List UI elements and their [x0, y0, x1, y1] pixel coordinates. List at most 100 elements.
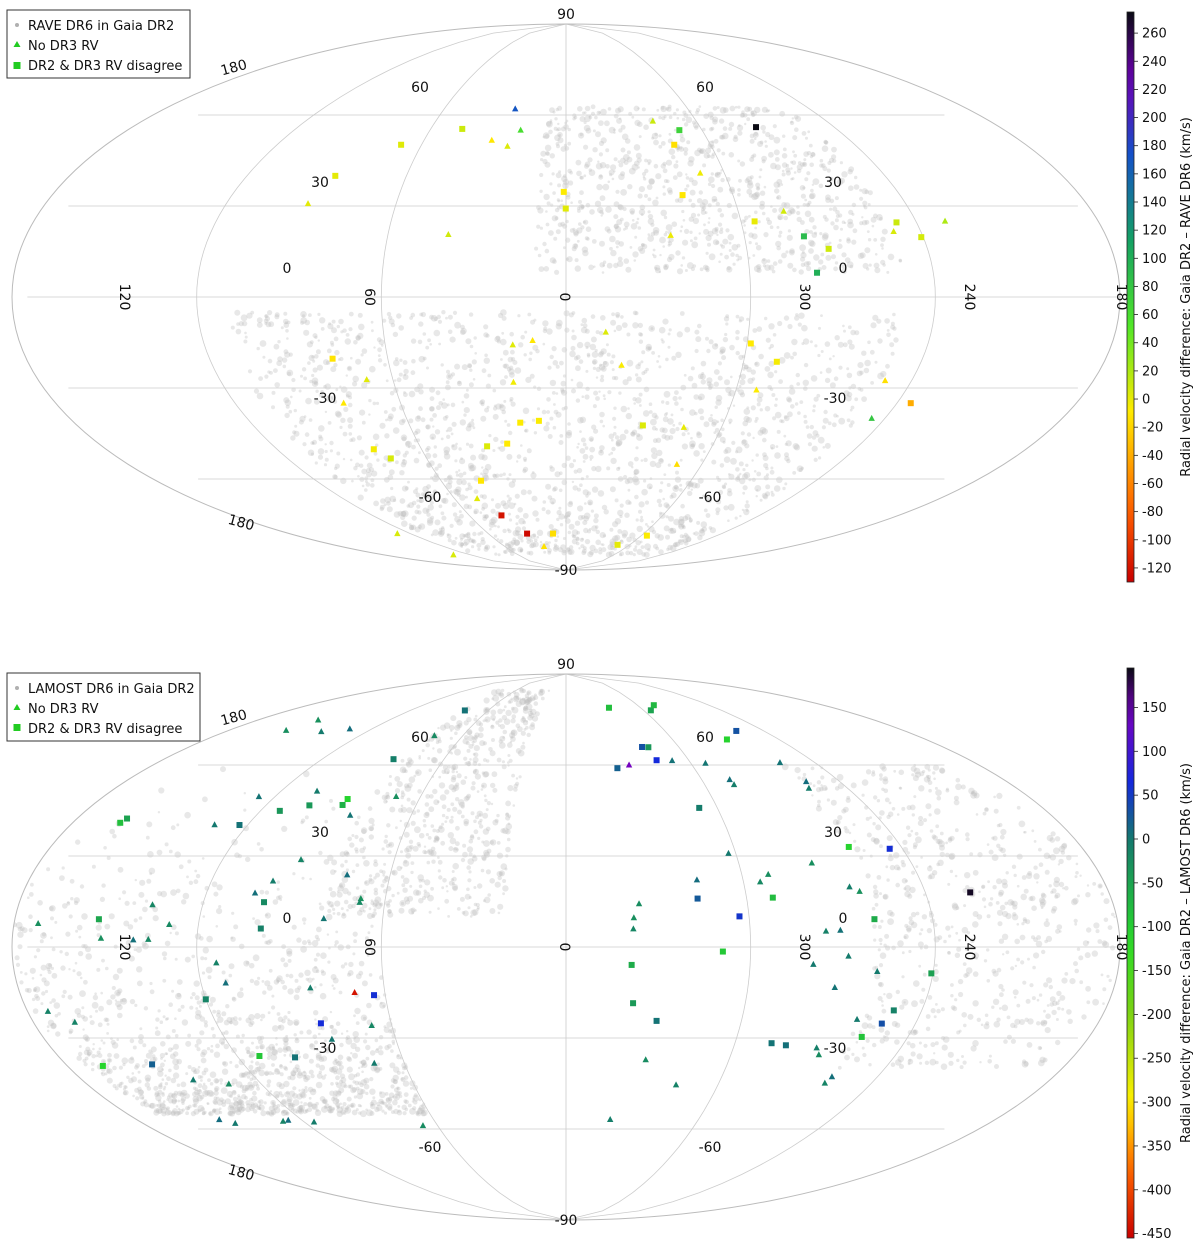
coverage-dot — [345, 868, 349, 872]
coverage-dot — [1010, 966, 1015, 971]
coverage-dot — [327, 960, 331, 964]
coverage-dot — [579, 132, 583, 137]
coverage-dot — [810, 766, 815, 771]
coverage-dot — [274, 382, 281, 388]
coverage-dot — [1019, 1019, 1025, 1025]
coverage-dot — [316, 364, 323, 371]
coverage-dot — [297, 1107, 303, 1113]
coverage-dot — [387, 1096, 393, 1102]
coverage-dot — [248, 1069, 255, 1076]
coverage-dot — [79, 976, 83, 980]
coverage-dot — [372, 1096, 376, 1100]
coverage-dot — [445, 316, 448, 320]
coverage-dot — [455, 442, 458, 446]
coverage-dot — [159, 1103, 167, 1111]
coverage-dot — [492, 473, 497, 478]
coverage-dot — [171, 924, 177, 930]
coverage-dot — [731, 440, 736, 445]
coverage-dot — [222, 1061, 226, 1066]
coverage-dot — [486, 848, 492, 854]
coverage-dot — [679, 534, 684, 539]
coverage-dot — [53, 1002, 61, 1009]
coverage-dot — [457, 493, 461, 497]
coverage-dot — [899, 1004, 905, 1010]
coverage-dot — [719, 463, 725, 468]
coverage-dot — [473, 752, 479, 758]
coverage-dot — [556, 535, 560, 538]
coverage-dot — [705, 147, 712, 154]
coverage-dot — [757, 392, 764, 399]
coverage-dot — [529, 373, 535, 379]
coverage-dot — [854, 397, 859, 402]
coverage-dot — [1002, 853, 1007, 857]
coverage-dot — [681, 523, 685, 528]
coverage-dot — [395, 460, 399, 465]
colorbar-tick-label: 160 — [1142, 167, 1167, 182]
coverage-dot — [159, 1020, 164, 1024]
coverage-dot — [560, 199, 563, 202]
coverage-dot — [437, 463, 443, 469]
coverage-dot — [640, 360, 644, 364]
coverage-dot — [426, 860, 431, 865]
coverage-dot — [106, 1068, 113, 1075]
coverage-dot — [466, 793, 472, 799]
coverage-dot — [72, 969, 76, 973]
coverage-dot — [190, 1111, 196, 1117]
coverage-dot — [768, 360, 775, 367]
coverage-dot — [510, 729, 518, 737]
coverage-dot — [241, 1072, 247, 1078]
coverage-dot — [660, 141, 666, 146]
coverage-dot — [196, 1089, 203, 1095]
coverage-dot — [674, 476, 682, 483]
coverage-dot — [447, 915, 450, 918]
coverage-dot — [756, 267, 762, 273]
coverage-dot — [781, 172, 786, 177]
coverage-dot — [363, 1083, 370, 1090]
coverage-dot — [1044, 939, 1048, 944]
coverage-dot — [50, 936, 53, 940]
coverage-dot — [583, 144, 589, 150]
coverage-dot — [873, 213, 878, 219]
coverage-dot — [457, 723, 463, 728]
coverage-dot — [692, 264, 697, 268]
coverage-dot — [267, 1051, 273, 1057]
coverage-dot — [418, 406, 423, 412]
coverage-dot — [516, 454, 522, 459]
coverage-dot — [756, 396, 763, 403]
coverage-dot — [590, 314, 596, 319]
coverage-dot — [558, 133, 562, 137]
coverage-dot — [1033, 865, 1038, 870]
coverage-dot — [930, 1042, 936, 1048]
coverage-dot — [441, 886, 445, 890]
coverage-dot — [537, 207, 544, 214]
coverage-dot — [907, 833, 912, 838]
coverage-dot — [149, 872, 153, 876]
coverage-dot — [682, 110, 687, 115]
coverage-dot — [454, 785, 458, 789]
coverage-dot — [515, 700, 522, 708]
coverage-dot — [697, 408, 704, 415]
coverage-dot — [398, 372, 403, 377]
coverage-dot — [965, 832, 970, 837]
coverage-dot — [376, 337, 382, 343]
coverage-dot — [547, 434, 553, 439]
coverage-dot — [456, 720, 463, 727]
coverage-dot — [464, 533, 469, 538]
coverage-dot — [372, 401, 377, 406]
coverage-dot — [598, 390, 601, 393]
rv-disagree-marker — [753, 124, 760, 131]
coverage-dot — [136, 966, 143, 973]
coverage-dot — [446, 533, 452, 539]
coverage-dot — [395, 1091, 401, 1097]
coverage-dot — [490, 508, 496, 514]
coverage-dot — [394, 788, 401, 794]
coverage-dot — [440, 527, 445, 532]
coverage-dot — [896, 813, 900, 816]
coverage-dot — [481, 466, 484, 469]
coverage-dot — [485, 707, 491, 713]
coverage-dot — [398, 419, 405, 426]
coverage-dot — [818, 183, 824, 189]
coverage-dot — [201, 1049, 208, 1056]
coverage-dot — [417, 1107, 424, 1115]
coverage-dot — [825, 367, 832, 374]
